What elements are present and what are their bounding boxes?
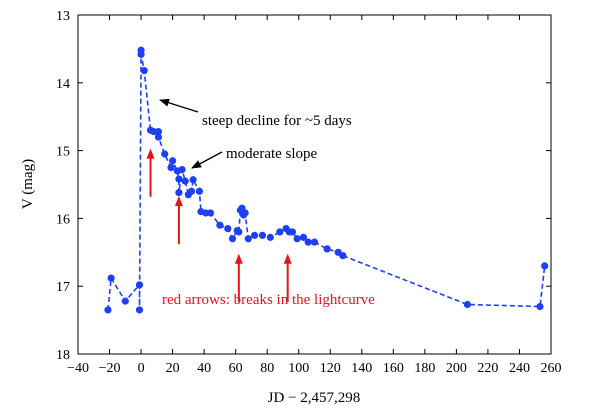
breaks-annotation: red arrows: breaks in the lightcurve (162, 292, 375, 308)
data-point (228, 235, 237, 243)
data-point (293, 235, 301, 243)
x-tick-label: −40 (67, 361, 89, 376)
x-tick-label: 40 (197, 361, 211, 376)
data-point (310, 238, 319, 246)
data-point (541, 262, 549, 270)
x-tick-label: 20 (166, 361, 180, 376)
lightcurve-line (107, 50, 546, 310)
data-point (178, 165, 186, 174)
x-tick-label: 200 (446, 361, 467, 376)
data-point (187, 187, 196, 195)
y-tick-label: 18 (56, 348, 70, 363)
x-tick-label: 160 (383, 361, 404, 376)
data-point (244, 235, 252, 243)
break-arrow (283, 253, 292, 302)
steep-decline-arrow (159, 98, 199, 113)
data-point (241, 209, 249, 217)
x-tick-label: 0 (138, 361, 145, 376)
data-point (235, 228, 243, 236)
data-point (304, 238, 312, 246)
data-point (135, 281, 144, 289)
data-point (224, 224, 232, 233)
x-tick-label: 60 (229, 361, 243, 376)
y-tick-label: 15 (56, 145, 70, 160)
x-tick-label: 220 (477, 361, 498, 376)
data-point (167, 163, 175, 172)
x-tick-label: 80 (260, 361, 274, 376)
data-point (169, 157, 177, 165)
data-point (299, 233, 308, 241)
data-point (161, 150, 169, 158)
data-point (323, 245, 331, 253)
x-tick-label: 180 (414, 361, 435, 376)
break-arrow (234, 253, 243, 302)
data-point (536, 302, 544, 311)
data-point (137, 50, 145, 58)
data-point (135, 306, 144, 314)
data-point (104, 306, 112, 314)
data-point (288, 228, 297, 236)
y-tick-label: 16 (56, 212, 70, 227)
y-tick-label: 14 (56, 77, 70, 92)
x-tick-label: 120 (320, 361, 341, 376)
x-tick-label: 140 (351, 361, 372, 376)
moderate-slope-arrow (191, 151, 223, 169)
y-tick-label: 13 (56, 9, 70, 24)
data-point (216, 221, 224, 229)
break-arrow (146, 148, 155, 197)
data-point (250, 231, 259, 239)
plot-frame (77, 14, 552, 355)
data-point (206, 209, 215, 217)
x-axis-label: JD − 2,457,298 (268, 390, 361, 406)
data-point (154, 128, 163, 136)
data-point (189, 176, 197, 184)
x-tick-label: −20 (99, 361, 121, 376)
moderate-slope-annotation: moderate slope (226, 146, 318, 162)
data-point (339, 252, 347, 260)
break-arrows (146, 148, 292, 302)
tick-labels: −40 −20 0 20 40 60 80 100 120 140 160 180 200 220 240 2… (56, 9, 562, 376)
data-point (175, 175, 183, 183)
data-point (154, 133, 163, 141)
data-point (140, 66, 148, 75)
steep-decline-annotation: steep decline for ~5 days (202, 113, 352, 129)
x-tick-label: 100 (288, 361, 309, 376)
data-point (276, 228, 284, 236)
data-point (175, 189, 183, 197)
x-tick-label: 240 (509, 361, 530, 376)
data-point (266, 233, 274, 241)
data-point (258, 231, 267, 239)
y-tick-label: 17 (56, 280, 70, 295)
data-points (104, 46, 549, 314)
x-tick-label: 260 (541, 361, 562, 376)
data-point (195, 187, 204, 195)
break-arrow (174, 196, 183, 245)
data-point (121, 297, 129, 305)
y-axis-label: V (mag) (20, 159, 36, 209)
axis-ticks (77, 14, 552, 355)
data-point (107, 274, 115, 282)
data-point (181, 177, 189, 185)
data-point (463, 300, 472, 309)
